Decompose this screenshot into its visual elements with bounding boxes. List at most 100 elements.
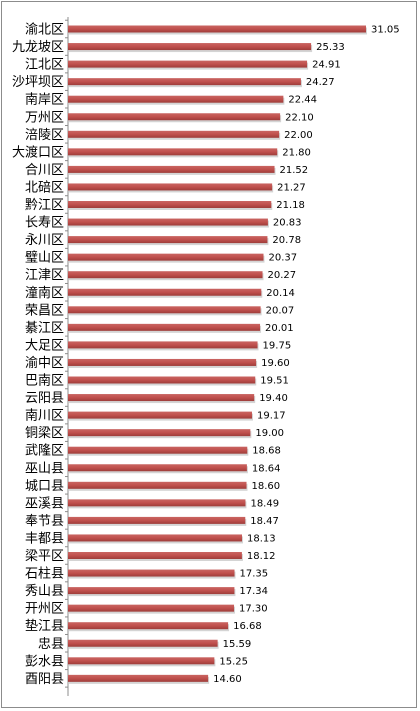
value-label: 17.30 bbox=[239, 604, 268, 615]
category-label: 开州区 bbox=[25, 602, 64, 617]
value-label: 18.64 bbox=[252, 463, 281, 474]
value-label: 21.52 bbox=[280, 165, 309, 176]
category-label: 九龙坡区 bbox=[12, 40, 64, 55]
category-label: 梁平区 bbox=[25, 549, 64, 564]
bar bbox=[68, 323, 261, 331]
category-label: 南川区 bbox=[25, 408, 64, 424]
bar bbox=[68, 288, 262, 296]
bar bbox=[68, 376, 256, 384]
value-label: 18.68 bbox=[252, 446, 281, 457]
bar bbox=[68, 552, 242, 559]
category-label: 酉阳县 bbox=[25, 672, 64, 687]
value-label: 19.51 bbox=[260, 376, 289, 387]
value-label: 14.60 bbox=[213, 674, 242, 685]
bar bbox=[68, 165, 275, 173]
value-label: 20.14 bbox=[266, 288, 295, 299]
value-label: 18.13 bbox=[247, 533, 276, 544]
value-label: 20.83 bbox=[273, 218, 302, 229]
category-label: 丰都县 bbox=[25, 531, 64, 546]
value-label: 17.34 bbox=[239, 586, 268, 597]
category-label: 长寿区 bbox=[25, 216, 64, 231]
value-label: 18.47 bbox=[250, 516, 279, 527]
category-label: 綦江区 bbox=[25, 321, 64, 336]
value-label: 19.75 bbox=[263, 340, 292, 351]
value-label: 21.80 bbox=[282, 147, 311, 158]
value-label: 19.00 bbox=[255, 428, 284, 439]
value-label: 21.18 bbox=[276, 200, 305, 211]
value-label: 15.25 bbox=[219, 656, 248, 667]
value-label: 22.00 bbox=[284, 130, 313, 141]
bar bbox=[68, 411, 252, 419]
category-label: 彭水县 bbox=[25, 654, 64, 669]
bar bbox=[68, 25, 366, 33]
bar bbox=[68, 236, 268, 244]
value-label: 16.68 bbox=[233, 621, 262, 632]
category-label: 奉节县 bbox=[25, 514, 64, 529]
value-label: 24.27 bbox=[306, 77, 335, 88]
category-label: 南岸区 bbox=[25, 92, 64, 108]
bar bbox=[68, 429, 251, 437]
value-label: 20.37 bbox=[268, 253, 297, 264]
category-label: 大足区 bbox=[25, 338, 64, 353]
category-label: 巴南区 bbox=[25, 373, 64, 389]
category-label: 忠县 bbox=[38, 637, 64, 652]
value-label: 19.17 bbox=[257, 411, 286, 422]
value-label: 22.10 bbox=[285, 112, 314, 123]
category-label: 荣昌区 bbox=[25, 303, 64, 318]
bar bbox=[68, 271, 263, 279]
value-label: 18.60 bbox=[252, 481, 281, 492]
bar bbox=[68, 253, 264, 261]
bar bbox=[68, 604, 235, 612]
category-label: 垫江县 bbox=[25, 618, 64, 634]
bar bbox=[68, 341, 258, 349]
value-label: 20.01 bbox=[265, 323, 294, 334]
value-label: 21.27 bbox=[277, 182, 306, 193]
category-label: 渝中区 bbox=[25, 355, 64, 371]
value-label: 17.35 bbox=[240, 569, 269, 580]
value-label: 19.40 bbox=[259, 393, 288, 404]
value-label: 15.59 bbox=[223, 639, 252, 650]
category-label: 万州区 bbox=[25, 110, 64, 125]
category-label: 潼南区 bbox=[25, 285, 64, 301]
bar bbox=[68, 569, 235, 577]
bar bbox=[68, 481, 247, 489]
category-label: 秀山县 bbox=[25, 584, 64, 599]
value-label: 18.49 bbox=[250, 498, 279, 509]
value-label: 25.33 bbox=[316, 42, 345, 53]
bar bbox=[68, 113, 281, 121]
value-label: 24.91 bbox=[312, 60, 341, 71]
bar bbox=[68, 183, 273, 191]
bar bbox=[68, 60, 308, 68]
value-label: 19.60 bbox=[261, 358, 290, 369]
category-label: 铜梁区 bbox=[25, 426, 64, 441]
category-label: 江北区 bbox=[25, 58, 64, 73]
bar bbox=[68, 43, 312, 51]
bar bbox=[68, 499, 246, 507]
bar bbox=[68, 218, 268, 226]
bar bbox=[68, 394, 255, 402]
category-label: 永川区 bbox=[25, 233, 64, 248]
value-label: 31.05 bbox=[371, 25, 400, 36]
bar bbox=[68, 306, 261, 314]
category-label: 璧山区 bbox=[25, 250, 64, 266]
category-label: 大渡口区 bbox=[12, 144, 64, 160]
bar bbox=[68, 130, 280, 138]
bar bbox=[68, 674, 209, 682]
bar bbox=[68, 534, 243, 542]
category-label: 城口县 bbox=[25, 479, 64, 494]
category-label: 黔江区 bbox=[25, 198, 64, 213]
category-label: 石柱县 bbox=[25, 567, 64, 582]
value-label: 20.27 bbox=[268, 270, 297, 281]
bar bbox=[68, 657, 215, 665]
value-label: 20.78 bbox=[272, 235, 301, 246]
bar bbox=[68, 78, 301, 86]
category-label: 涪陵区 bbox=[25, 128, 64, 143]
bar bbox=[68, 639, 218, 647]
category-label: 巫溪县 bbox=[25, 496, 64, 511]
bar bbox=[68, 464, 247, 472]
category-label: 武隆区 bbox=[25, 444, 64, 459]
value-label: 18.12 bbox=[247, 551, 276, 562]
bar bbox=[68, 622, 229, 630]
